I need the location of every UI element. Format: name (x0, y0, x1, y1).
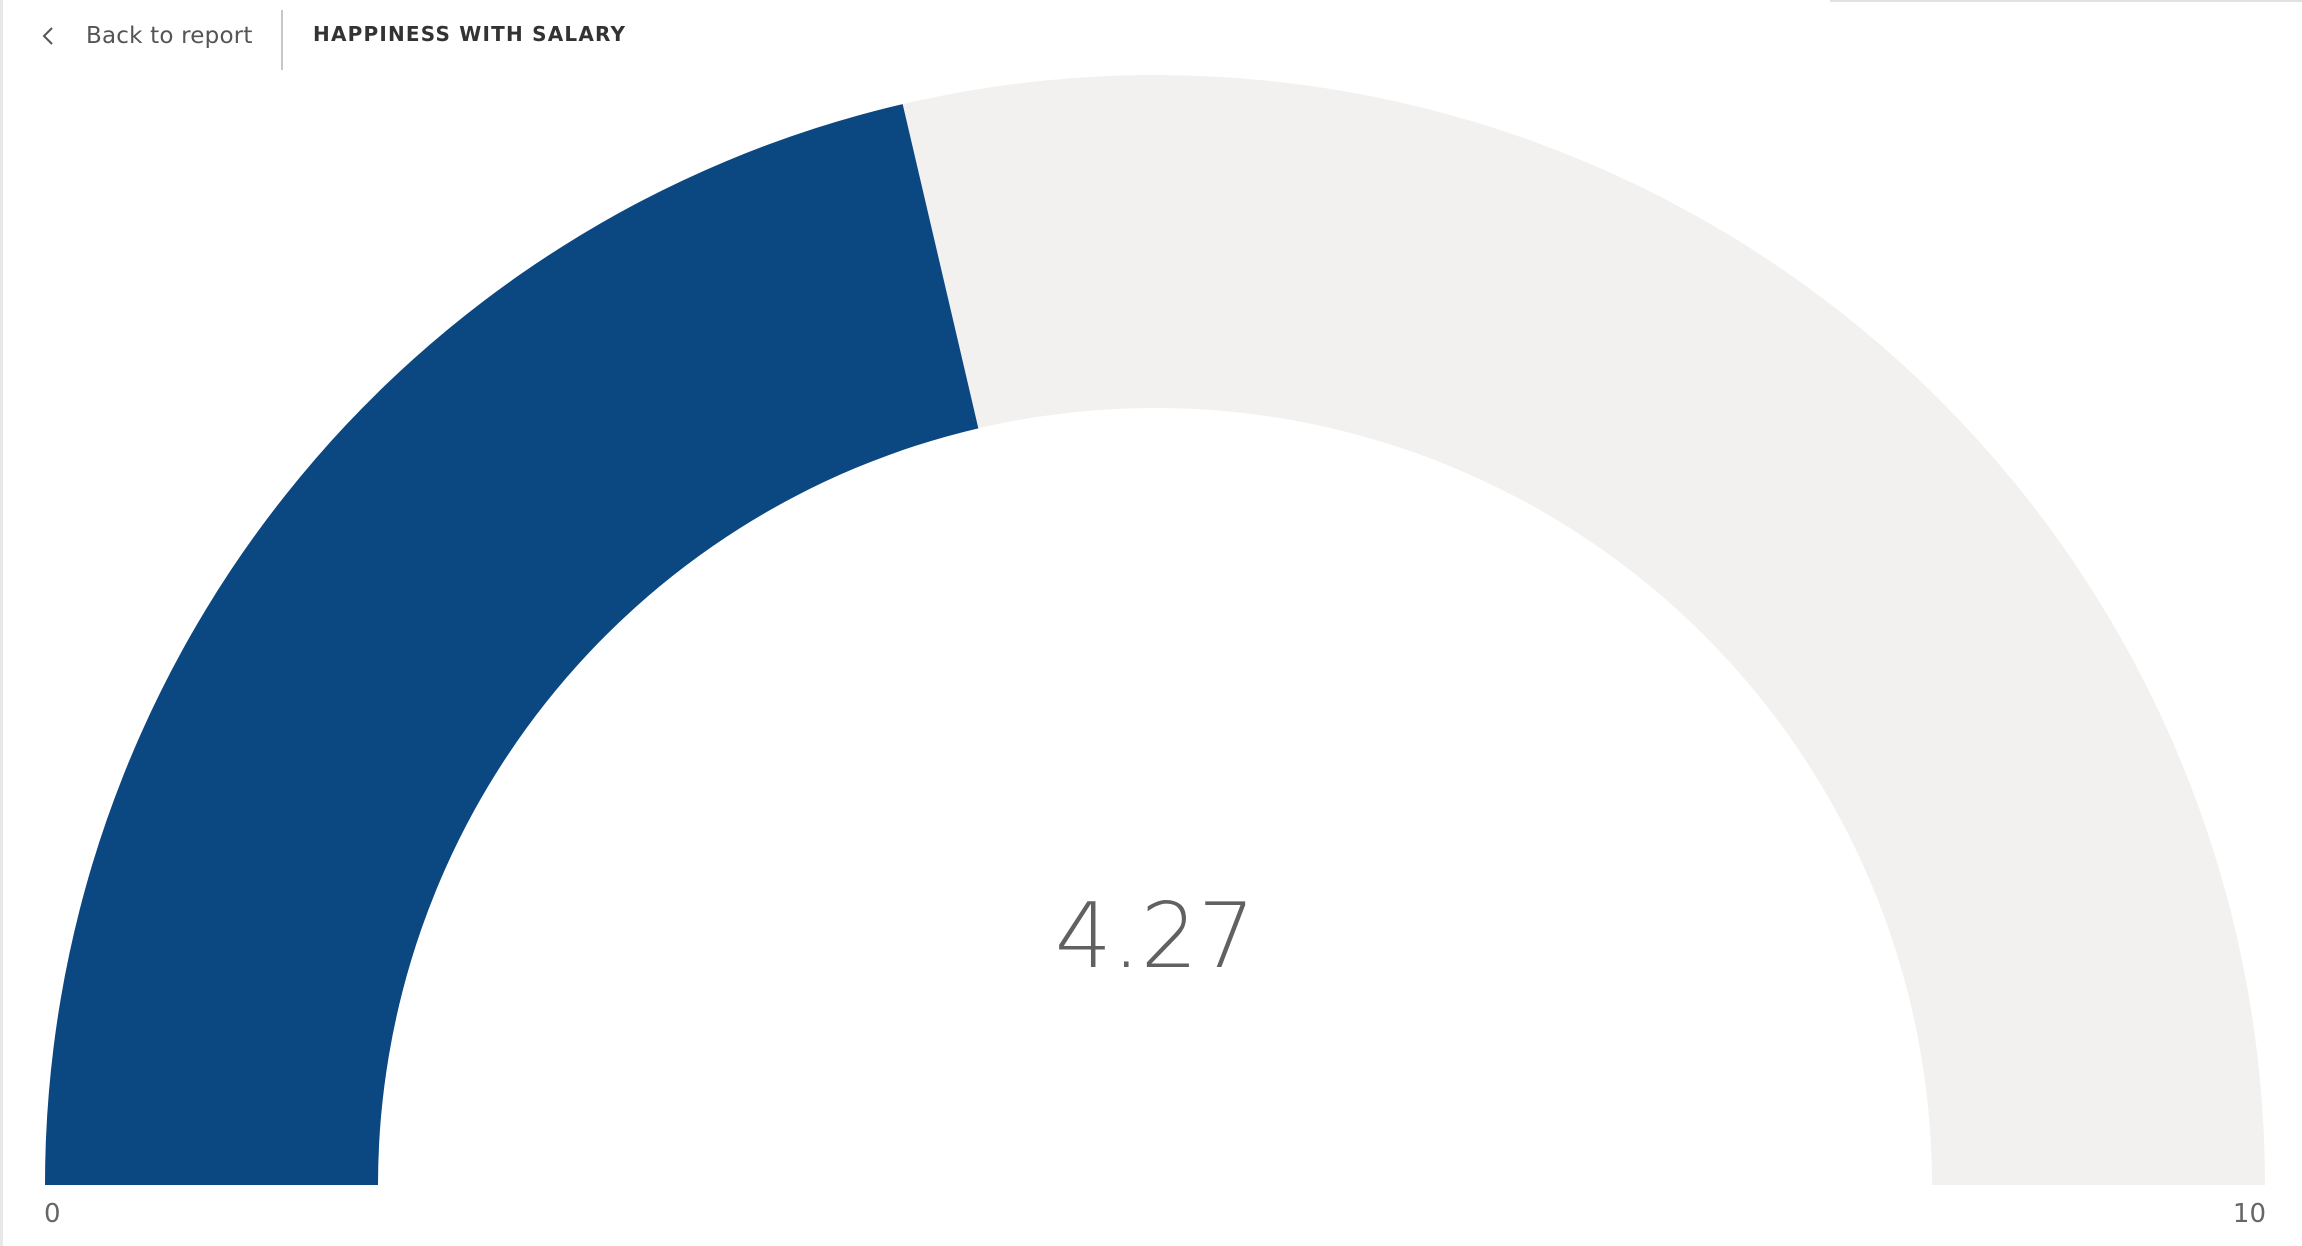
gauge-max-label: 10 (2233, 1199, 2266, 1229)
header-divider (281, 10, 283, 70)
back-to-report-label: Back to report (86, 23, 253, 49)
back-to-report-button[interactable]: Back to report (38, 14, 253, 58)
chevron-left-icon (42, 27, 53, 45)
left-border (0, 0, 3, 1246)
gauge-fill (45, 104, 979, 1185)
header-bar: Back to report HAPPINESS WITH SALARY (0, 0, 2302, 72)
top-right-shadow (1830, 0, 2302, 2)
gauge-min-label: 0 (44, 1199, 61, 1229)
page-title: HAPPINESS WITH SALARY (313, 22, 627, 46)
gauge-value: 4.27 (1055, 884, 1255, 989)
